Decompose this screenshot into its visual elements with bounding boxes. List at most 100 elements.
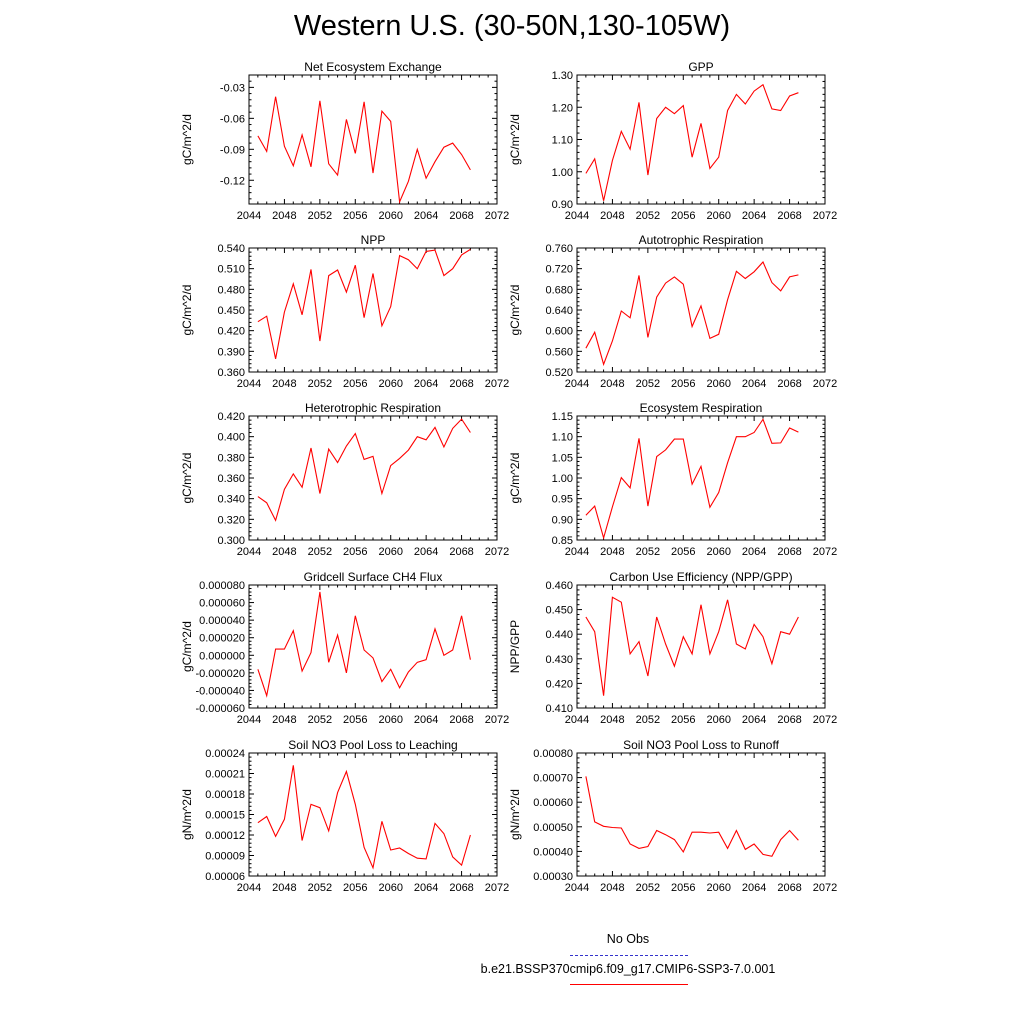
y-tick-label: 0.380 — [217, 452, 245, 464]
chart-panel-3: NPP 2044 2048 2052 2056 2060 2064 2068 2072 0.360… — [180, 233, 509, 390]
x-tick-label: 2068 — [777, 546, 801, 558]
x-tick-label: 2072 — [813, 714, 837, 726]
y-tick-label: 0.00018 — [205, 789, 245, 801]
x-tick-label: 2064 — [742, 882, 766, 894]
x-tick-label: 2048 — [272, 882, 296, 894]
chart-panel-9: Soil NO3 Pool Loss to Leaching 2044 2048 20… — [180, 738, 509, 894]
series-line — [257, 418, 471, 522]
x-tick-label: 2064 — [414, 546, 438, 558]
y-tick-label: 0.000080 — [199, 580, 245, 592]
y-tick-label: 0.85 — [552, 535, 573, 547]
y-tick-label: 0.720 — [545, 264, 573, 276]
plot-frame — [576, 415, 826, 541]
x-tick-label: 2044 — [565, 882, 589, 894]
x-tick-label: 2052 — [308, 546, 332, 558]
y-tick-label: 0.410 — [545, 703, 573, 715]
x-tick-label: 2068 — [449, 546, 473, 558]
x-tick-label: 2072 — [813, 210, 837, 222]
chart-panel-2: GPP 2044 2048 2052 2056 2060 2064 2068 2072 0.90 1… — [508, 60, 837, 222]
y-tick-label: 0.460 — [545, 580, 573, 592]
y-tick-label: 0.400 — [217, 432, 245, 444]
y-tick-label: 0.95 — [552, 494, 573, 506]
series-line — [585, 83, 799, 201]
y-tick-label: 0.440 — [545, 629, 573, 641]
y-tick-label: 0.00015 — [205, 810, 245, 822]
series-line — [585, 776, 799, 857]
x-tick-label: 2044 — [237, 882, 261, 894]
x-tick-label: 2052 — [308, 714, 332, 726]
plot-frame — [248, 752, 498, 877]
y-tick-label: 0.00060 — [533, 797, 573, 809]
x-tick-label: 2048 — [600, 714, 624, 726]
x-tick-label: 2068 — [777, 882, 801, 894]
x-tick-label: 2072 — [813, 546, 837, 558]
y-tick-label: 0.00050 — [533, 822, 573, 834]
x-tick-label: 2064 — [414, 882, 438, 894]
y-tick-label: 0.680 — [545, 284, 573, 296]
y-tick-label: 0.00009 — [205, 851, 245, 863]
panel-title: Soil NO3 Pool Loss to Leaching — [288, 738, 457, 752]
y-tick-label: -0.09 — [220, 144, 245, 156]
y-axis-label: gC/m^2/d — [508, 285, 522, 336]
y-tick-label: 1.20 — [552, 102, 573, 114]
x-tick-label: 2060 — [706, 546, 730, 558]
y-axis-label: NPP/GPP — [508, 620, 522, 673]
x-tick-label: 2064 — [742, 714, 766, 726]
x-tick-label: 2064 — [742, 378, 766, 390]
x-tick-label: 2060 — [378, 546, 402, 558]
x-tick-label: 2068 — [449, 882, 473, 894]
chart-panel-5: Heterotrophic Respiration 2044 2048 2052 205… — [180, 401, 509, 558]
y-tick-label: 0.420 — [217, 411, 245, 423]
y-tick-label: 0.600 — [545, 326, 573, 338]
x-tick-label: 2068 — [777, 714, 801, 726]
y-tick-label: -0.000040 — [195, 685, 245, 697]
panel-title: NPP — [361, 233, 386, 247]
x-tick-label: 2052 — [636, 378, 660, 390]
series-line — [585, 596, 799, 696]
x-tick-label: 2048 — [600, 378, 624, 390]
x-tick-label: 2060 — [378, 378, 402, 390]
y-tick-label: 1.05 — [552, 452, 573, 464]
y-axis-label: gC/m^2/d — [508, 114, 522, 165]
x-tick-label: 2044 — [565, 714, 589, 726]
y-tick-label: 1.15 — [552, 411, 573, 423]
y-tick-label: 0.450 — [545, 605, 573, 617]
plot-frame — [576, 74, 826, 205]
x-tick-label: 2052 — [308, 210, 332, 222]
x-tick-label: 2048 — [272, 210, 296, 222]
panel-title: Net Ecosystem Exchange — [304, 60, 442, 74]
y-tick-label: 0.00080 — [533, 748, 573, 760]
y-tick-label: 0.640 — [545, 305, 573, 317]
x-tick-label: 2044 — [237, 714, 261, 726]
y-tick-label: -0.12 — [220, 175, 245, 187]
x-tick-label: 2048 — [272, 378, 296, 390]
x-tick-label: 2060 — [706, 378, 730, 390]
x-tick-label: 2068 — [777, 210, 801, 222]
y-tick-label: 0.000040 — [199, 615, 245, 627]
y-tick-label: 0.300 — [217, 535, 245, 547]
panel-title: Gridcell Surface CH4 Flux — [304, 570, 443, 584]
legend-obs-line — [570, 955, 688, 956]
y-tick-label: 1.10 — [552, 135, 573, 147]
y-axis-label: gC/m^2/d — [180, 453, 194, 504]
x-tick-label: 2048 — [272, 546, 296, 558]
x-tick-label: 2072 — [485, 210, 509, 222]
x-tick-label: 2068 — [777, 378, 801, 390]
y-axis-label: gC/m^2/d — [180, 621, 194, 672]
x-tick-label: 2048 — [600, 210, 624, 222]
x-tick-label: 2064 — [414, 210, 438, 222]
chart-panel-7: Gridcell Surface CH4 Flux 2044 2048 2052 205… — [180, 570, 509, 726]
y-tick-label: -0.000020 — [195, 668, 245, 680]
x-tick-label: 2052 — [308, 378, 332, 390]
y-tick-label: 0.00012 — [205, 830, 245, 842]
x-tick-label: 2072 — [485, 882, 509, 894]
legend-obs-label: No Obs — [606, 932, 650, 946]
y-axis-label: gC/m^2/d — [180, 114, 194, 165]
x-tick-label: 2056 — [343, 378, 367, 390]
y-tick-label: 1.10 — [552, 432, 573, 444]
y-tick-label: 0.00070 — [533, 773, 573, 785]
y-tick-label: 0.00024 — [205, 748, 245, 760]
y-tick-label: -0.06 — [220, 113, 245, 125]
y-tick-label: 0.320 — [217, 514, 245, 526]
y-axis-label: gN/m^2/d — [508, 789, 522, 840]
